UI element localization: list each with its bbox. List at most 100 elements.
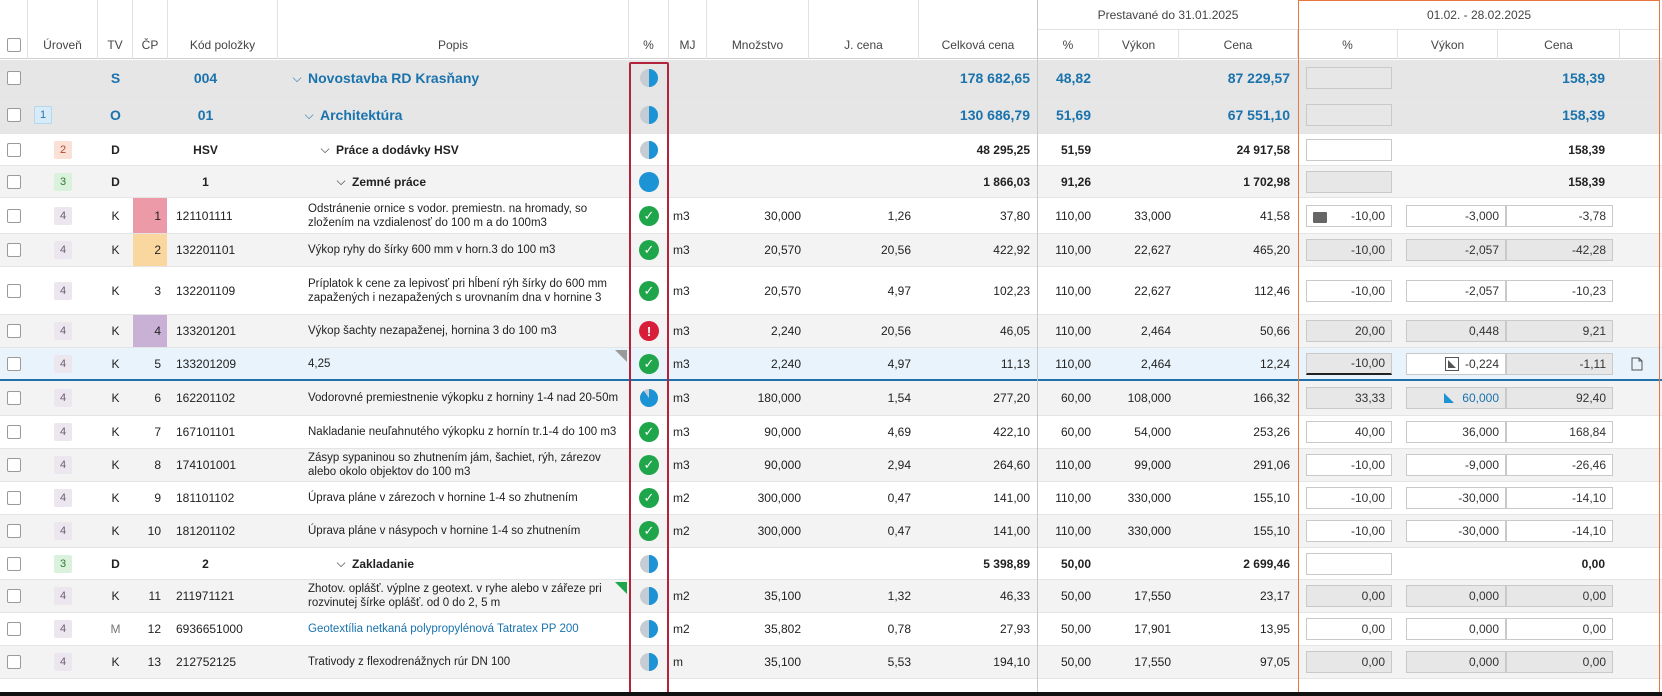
period-pct-input[interactable]: 0,00	[1306, 585, 1392, 607]
status-cell[interactable]: ✓	[629, 449, 669, 481]
table-row[interactable]: 4 K 6 162201102 Vodorovné premiestnenie výko…	[0, 381, 1662, 416]
table-row[interactable]: 4 K 9 181101102 Úprava pláne v zárezoch v ho…	[0, 482, 1662, 515]
row-checkbox[interactable]	[7, 655, 21, 669]
period-vykon-input[interactable]: -9,000	[1406, 454, 1506, 476]
period-pct-input[interactable]	[1306, 552, 1392, 575]
period-cena-input[interactable]: 92,40	[1506, 387, 1613, 409]
row-checkbox[interactable]	[7, 589, 21, 603]
col-uroven[interactable]: Úroveň	[28, 0, 98, 59]
status-cell[interactable]	[629, 166, 669, 197]
period-vykon-input[interactable]: -30,000	[1406, 487, 1506, 509]
row-checkbox[interactable]	[7, 108, 21, 122]
table-row[interactable]: S 004 ⌵ Novostavba RD Krasňany 178 682,65 48,…	[0, 60, 1662, 97]
popis-cell[interactable]: Zhotov. oplášť. výplne z geotext. v ryhe…	[278, 580, 629, 612]
col-g2-pct[interactable]: %	[1298, 30, 1398, 59]
measure-icon[interactable]	[1442, 391, 1456, 405]
period-vykon-input[interactable]: 0,448	[1406, 320, 1506, 342]
col-g1-pct[interactable]: %	[1038, 30, 1099, 59]
period-pct-input[interactable]: -10,00	[1306, 204, 1392, 227]
popis-cell[interactable]: Trativody z flexodrenážnych rúr DN 100	[278, 646, 629, 678]
period-cena-input[interactable]: 0,00	[1506, 585, 1613, 607]
popis-cell[interactable]: ⌵ Práce a dodávky HSV	[278, 134, 629, 165]
status-cell[interactable]: ✓	[629, 482, 669, 514]
row-checkbox[interactable]	[7, 324, 21, 338]
period-pct-input[interactable]: -10,00	[1306, 520, 1392, 542]
status-cell[interactable]	[629, 613, 669, 645]
period-pct-input[interactable]: -10,00	[1306, 239, 1392, 261]
row-checkbox[interactable]	[7, 391, 21, 405]
measure-icon[interactable]	[1444, 356, 1459, 371]
expand-chevron-icon[interactable]: ⌵	[304, 107, 314, 122]
row-checkbox[interactable]	[7, 356, 21, 371]
status-cell[interactable]	[629, 134, 669, 165]
table-row[interactable]: 1 O 01 ⌵ Architektúra 130 686,79 51,69 67 551,1…	[0, 97, 1662, 134]
period-pct-input[interactable]: -10,00	[1306, 352, 1392, 375]
period-pct-input[interactable]	[1306, 138, 1392, 161]
table-row[interactable]: 4 K 5 133201209 4,25 ✓ m3 2,240 4,97 11,13 110,00 2…	[0, 348, 1662, 381]
status-cell[interactable]	[629, 97, 669, 133]
row-checkbox[interactable]	[7, 458, 21, 472]
period-cena-input[interactable]: -1,11	[1506, 352, 1613, 375]
period-vykon-input[interactable]: -3,000	[1406, 204, 1506, 227]
table-row[interactable]: 4 K 8 174101001 Zásyp sypaninou so zhutnením…	[0, 449, 1662, 482]
table-row[interactable]: 4 K 7 167101101 Nakladanie neuľahnutého výko…	[0, 416, 1662, 449]
period-vykon-input[interactable]: -2,057	[1406, 239, 1506, 261]
popis-cell[interactable]: Nakladanie neuľahnutého výkopku z hornín…	[278, 416, 629, 448]
expand-chevron-icon[interactable]: ⌵	[320, 142, 330, 156]
col-tv[interactable]: TV	[98, 0, 133, 59]
popis-cell[interactable]: ⌵ Novostavba RD Krasňany	[278, 60, 629, 96]
table-row[interactable]: 4 K 4 133201201 Výkop šachty nezapaženej, ho…	[0, 315, 1662, 348]
status-cell[interactable]: ✓	[629, 267, 669, 314]
comment-icon[interactable]	[1313, 211, 1327, 223]
period-cena-input[interactable]: -26,46	[1506, 454, 1613, 476]
period-cena-input[interactable]: -14,10	[1506, 487, 1613, 509]
table-row[interactable]: 4 K 10 181201102 Úprava pláne v násypoch v h…	[0, 515, 1662, 548]
col-jcena[interactable]: J. cena	[809, 0, 919, 59]
status-cell[interactable]: ✓	[629, 234, 669, 266]
period-pct-input[interactable]: 0,00	[1306, 618, 1392, 640]
period-cena-input[interactable]: 9,21	[1506, 320, 1613, 342]
period-cena-input[interactable]: 0,00	[1506, 618, 1613, 640]
status-cell[interactable]: ✓	[629, 515, 669, 547]
period-vykon-input[interactable]: -0,224	[1406, 352, 1506, 375]
col-g1-vykon[interactable]: Výkon	[1099, 30, 1179, 59]
period-vykon-input[interactable]: -30,000	[1406, 520, 1506, 542]
row-checkbox[interactable]	[7, 556, 21, 571]
table-row[interactable]: 4 K 11 211971121 Zhotov. oplášť. výplne z ge…	[0, 580, 1662, 613]
popis-cell[interactable]: 4,25	[278, 348, 629, 379]
table-row[interactable]: 4 K 2 132201101 Výkop ryhy do šírky 600 mm v…	[0, 234, 1662, 267]
col-g2-vykon[interactable]: Výkon	[1398, 30, 1498, 59]
period-vykon-input[interactable]: -2,057	[1406, 279, 1506, 302]
period-pct-input[interactable]: 20,00	[1306, 320, 1392, 342]
table-row[interactable]: 2 D HSV ⌵ Práce a dodávky HSV 48 295,25 51,59 2…	[0, 134, 1662, 166]
table-row[interactable]: 4 K 1 121101111 Odstránenie ornice s vodor. …	[0, 198, 1662, 234]
table-row[interactable]: 4 K 13 212752125 Trativody z flexodrenážnych…	[0, 646, 1662, 679]
row-checkbox[interactable]	[7, 142, 21, 157]
select-all-checkbox[interactable]	[6, 37, 21, 52]
period-pct-input[interactable]	[1306, 104, 1392, 126]
col-cp[interactable]: ČP	[133, 0, 168, 59]
period-cena-input[interactable]: 168,84	[1506, 421, 1613, 443]
period-pct-input[interactable]: 33,33	[1306, 387, 1392, 409]
table-row[interactable]: 4 K 3 132201109 Príplatok k cene za lepivosť…	[0, 267, 1662, 315]
status-cell[interactable]: ✓	[629, 348, 669, 379]
period-cena-input[interactable]: 0,00	[1506, 651, 1613, 673]
popis-cell[interactable]: Úprava pláne v násypoch v hornine 1-4 so…	[278, 515, 629, 547]
period-vykon-input[interactable]: 60,000	[1406, 387, 1506, 409]
period-vykon-input[interactable]: 0,000	[1406, 618, 1506, 640]
status-cell[interactable]	[629, 646, 669, 678]
col-g2-cena[interactable]: Cena	[1498, 30, 1620, 59]
expand-chevron-icon[interactable]: ⌵	[336, 174, 346, 188]
expand-chevron-icon[interactable]: ⌵	[336, 556, 346, 570]
period-pct-input[interactable]: 0,00	[1306, 651, 1392, 673]
period-vykon-input[interactable]: 0,000	[1406, 651, 1506, 673]
col-mj[interactable]: MJ	[669, 0, 707, 59]
status-cell[interactable]	[629, 381, 669, 415]
col-g1-cena[interactable]: Cena	[1179, 30, 1298, 59]
row-checkbox[interactable]	[7, 425, 21, 439]
period-vykon-input[interactable]: 36,000	[1406, 421, 1506, 443]
status-cell[interactable]	[629, 580, 669, 612]
popis-cell[interactable]: Príplatok k cene za lepivosť pri hĺbení …	[278, 267, 629, 314]
col-popis[interactable]: Popis	[278, 0, 629, 59]
status-cell[interactable]	[629, 60, 669, 96]
